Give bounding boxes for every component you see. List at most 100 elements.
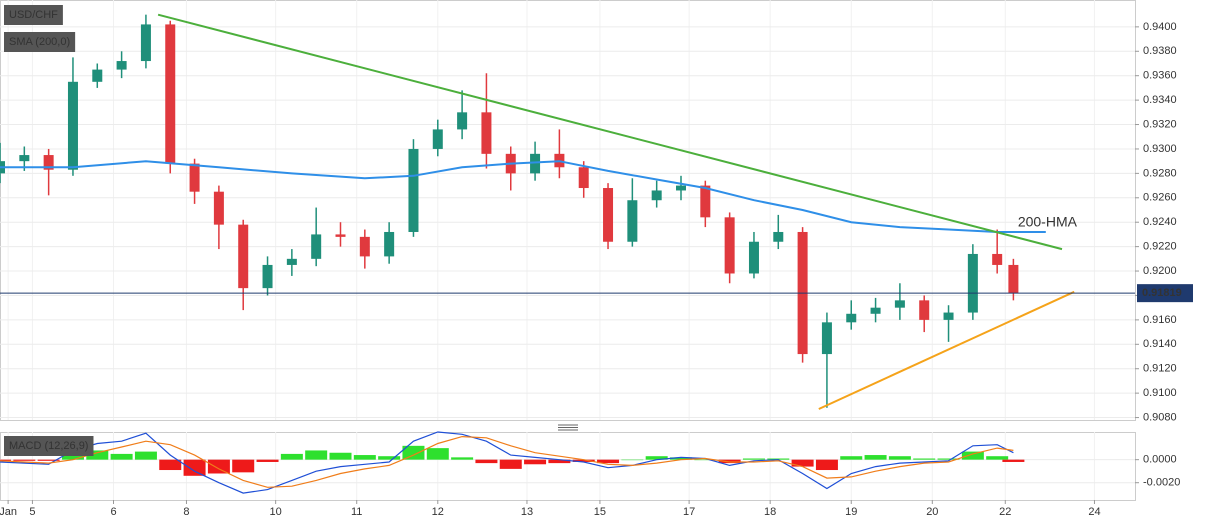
macd-histogram-bar (937, 458, 960, 460)
x-tick-label: 12 (432, 506, 444, 518)
y-tick-label: 0.9320 (1143, 118, 1177, 130)
panel-label-box (4, 436, 94, 456)
macd-histogram-bar (621, 459, 644, 461)
x-tick-label: 17 (683, 506, 695, 518)
y-tick-label: 0.0000 (1143, 454, 1177, 466)
candle-body (432, 129, 443, 149)
candle-body (286, 258, 297, 265)
x-tick-label: 11 (351, 506, 362, 518)
macd-line (0, 435, 1014, 488)
candle-body (992, 253, 1003, 265)
x-tick-label: 22 (999, 506, 1011, 518)
y-tick-label: 0.9260 (1143, 192, 1177, 204)
macd-histogram-bar (888, 456, 911, 460)
x-tick-label: 15 (594, 506, 606, 518)
macd-histogram-bar (110, 453, 133, 460)
x-tick-label: 19 (845, 506, 857, 518)
panel-label: USD/CHF (9, 9, 58, 21)
trend-line (818, 290, 1075, 410)
candle-body (311, 234, 322, 259)
macd-histogram-bar (961, 451, 984, 460)
y-tick-label: 0.9160 (1143, 314, 1177, 326)
y-tick-label: 0.9240 (1143, 216, 1177, 228)
candle-body (238, 224, 249, 289)
y-tick-label: -0.0020 (1143, 477, 1180, 489)
y-tick-label: 0.9340 (1143, 94, 1177, 106)
macd-histogram-bar (694, 459, 717, 461)
macd-histogram-bar (378, 456, 401, 460)
macd-histogram-bar (572, 459, 595, 462)
y-tick-label: 0.9100 (1143, 387, 1177, 399)
x-tick-label: 8 (183, 506, 189, 518)
macd-histogram-bar (159, 459, 182, 471)
macd-panel-frame (0, 432, 1136, 501)
candle-body (1008, 264, 1019, 294)
candle-body (627, 200, 638, 242)
macd-histogram-bar (37, 459, 60, 461)
macd-histogram-bar (207, 459, 230, 474)
candle-body (700, 185, 711, 218)
candle-body (92, 69, 103, 82)
candle-body (651, 190, 662, 201)
panel-label-box (4, 5, 63, 25)
candle-body (116, 61, 127, 70)
candle-body (821, 322, 832, 355)
x-tick-label: 18 (764, 506, 776, 518)
y-tick-label: 0.9220 (1143, 241, 1177, 253)
y-tick-label: 0.9080 (1143, 411, 1177, 423)
macd-histogram-bar (767, 458, 790, 460)
price-panel-frame (0, 0, 1136, 421)
candle-body (578, 167, 589, 189)
candle-body (359, 236, 370, 257)
candle-body (457, 112, 468, 130)
x-tick-label: 20 (926, 506, 938, 518)
macd-histogram-bar (305, 450, 328, 460)
macd-histogram-bar (815, 459, 838, 471)
macd-histogram-bar (86, 450, 109, 460)
macd-histogram-bar (13, 459, 36, 461)
macd-histogram-bar (791, 459, 814, 467)
macd-histogram-bar (134, 451, 157, 460)
macd-histogram-bar (670, 457, 692, 460)
y-tick-label: 0.9200 (1143, 265, 1177, 277)
candle-body (213, 191, 224, 225)
panel-resize-handle[interactable] (558, 424, 578, 431)
candle-body (262, 264, 273, 289)
x-tick-label: 6 (110, 506, 116, 518)
candle-body (384, 231, 395, 257)
x-tick-label: 10 (270, 506, 282, 518)
y-tick-label: 0.9300 (1143, 143, 1177, 155)
y-tick-label: 0.9120 (1143, 363, 1177, 375)
macd-histogram-bar (426, 448, 449, 460)
candle-body (967, 253, 978, 313)
macd-histogram-bar (475, 459, 498, 464)
candle-body (19, 155, 30, 162)
macd-histogram-bar (524, 459, 547, 465)
macd-histogram-bar (913, 458, 936, 460)
candle-body (165, 24, 176, 164)
candle-body (335, 234, 346, 237)
macd-histogram-bar (0, 459, 11, 461)
y-tick-label: 0.9360 (1143, 70, 1177, 82)
macd-histogram-bar (840, 456, 863, 460)
y-tick-label: 0.9280 (1143, 167, 1177, 179)
candle-body (530, 153, 541, 174)
candle-body (846, 313, 857, 323)
macd-histogram-bar (451, 457, 474, 460)
candle-body (724, 217, 735, 274)
macd-line (0, 431, 1014, 494)
macd-histogram-bar (718, 459, 741, 464)
x-tick-label: 24 (1088, 506, 1100, 518)
panel-label: MACD (12,26,9) (9, 440, 88, 452)
macd-histogram-bar (256, 459, 279, 462)
last-price-box (1137, 284, 1193, 303)
trend-line (157, 13, 1063, 251)
candle-body (943, 312, 954, 320)
candle-body (140, 24, 151, 62)
x-tick-label: Jan (0, 506, 17, 518)
candle-body (189, 163, 200, 192)
y-tick-label: 0.9400 (1143, 21, 1177, 33)
candle-body (748, 241, 759, 274)
last-price-label: 0.91819 (1142, 287, 1182, 299)
